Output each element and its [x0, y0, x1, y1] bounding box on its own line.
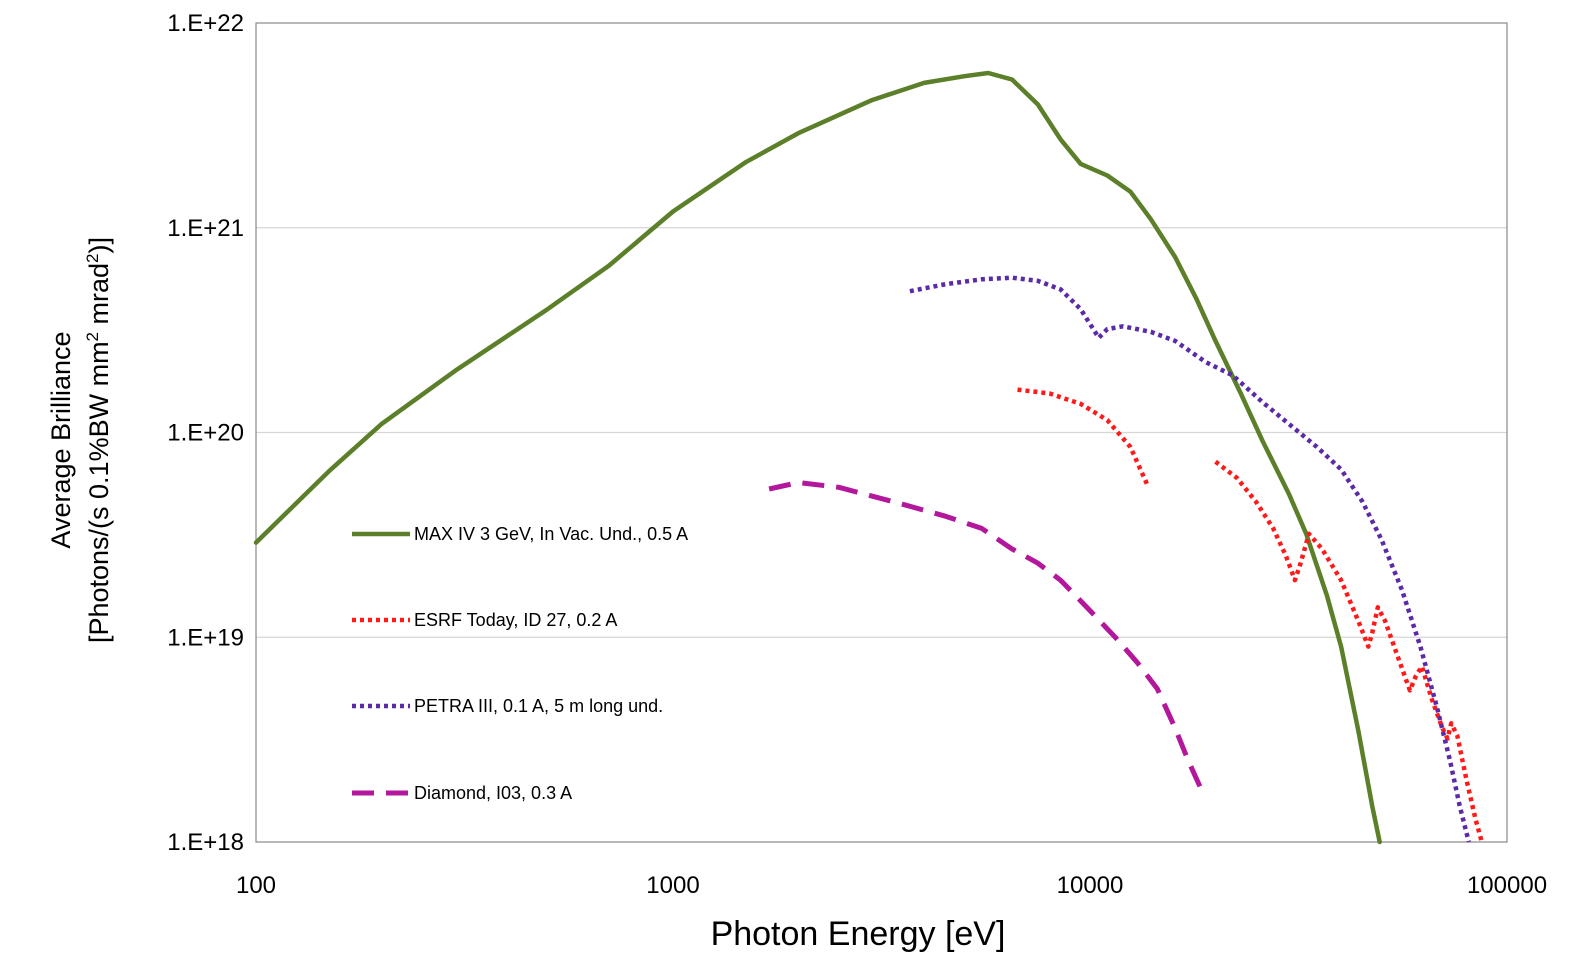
series-line-1	[1017, 387, 1150, 486]
y-tick-label: 1.E+22	[167, 10, 244, 37]
y-tick-label: 1.E+19	[167, 624, 244, 651]
plot-area-frame	[255, 22, 1508, 843]
y-axis-title-mid: mrad	[84, 263, 114, 332]
legend-label: PETRA III, 0.1 A, 5 m long und.	[414, 696, 663, 716]
series-line-0	[253, 70, 1382, 845]
legend: MAX IV 3 GeV, In Vac. Und., 0.5 A ESRF To…	[352, 524, 688, 803]
series-line-3	[768, 480, 1204, 791]
legend-label: ESRF Today, ID 27, 0.2 A	[414, 610, 617, 630]
series-line-1	[1214, 459, 1484, 843]
y-axis-title-sup1: 2	[83, 332, 102, 341]
x-tick-label: 100	[236, 872, 276, 899]
y-axis-title-line2: [Photons/(s 0.1%BW mm2 mrad2)]	[83, 237, 114, 643]
y-tick-label: 1.E+18	[167, 829, 244, 856]
x-tick-label: 1000	[646, 872, 699, 899]
y-axis-title-line1: Average Brilliance	[46, 331, 76, 548]
x-axis-tick-labels: 100 1000 10000 100000	[236, 872, 1547, 899]
y-tick-label: 1.E+21	[167, 215, 244, 242]
series-lines	[253, 70, 1484, 845]
series-line-2	[909, 275, 1471, 843]
y-axis-tick-labels: 1.E+18 1.E+19 1.E+20 1.E+21 1.E+22	[167, 10, 244, 856]
x-tick-label: 100000	[1467, 872, 1547, 899]
legend-label: MAX IV 3 GeV, In Vac. Und., 0.5 A	[414, 524, 688, 544]
y-tick-label: 1.E+20	[167, 420, 244, 447]
legend-label: Diamond, I03, 0.3 A	[414, 783, 572, 803]
y-axis-title-sup2: 2	[83, 253, 102, 262]
gridlines	[256, 227, 1507, 638]
x-tick-label: 10000	[1057, 872, 1124, 899]
y-axis-title-suffix: )]	[84, 237, 114, 254]
x-axis-title: Photon Energy [eV]	[711, 915, 1006, 953]
y-axis-title-prefix: [Photons/(s 0.1%BW mm	[84, 341, 114, 643]
y-axis-title: Average Brilliance [Photons/(s 0.1%BW mm…	[46, 237, 114, 643]
